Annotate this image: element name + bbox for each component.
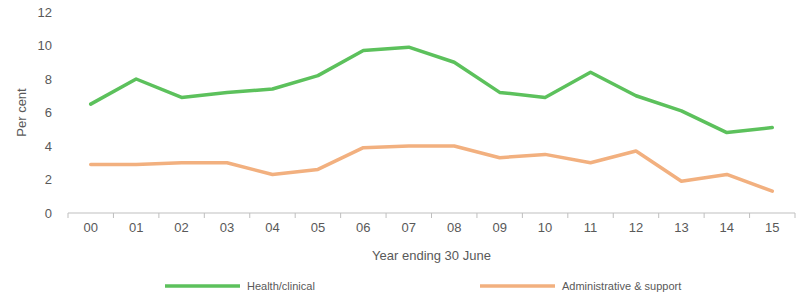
y-tick-label: 10 — [38, 38, 52, 53]
x-tick — [113, 213, 114, 218]
x-tick — [749, 213, 750, 218]
x-tick-label: 00 — [83, 220, 97, 235]
series-line — [91, 146, 773, 191]
x-tick-label: 15 — [765, 220, 779, 235]
x-tick — [68, 213, 69, 218]
x-tick — [476, 213, 477, 218]
plot-area — [91, 47, 773, 191]
x-tick-label: 12 — [629, 220, 643, 235]
chart: 0246810120001020304050607080910111213141… — [0, 0, 800, 296]
x-tick — [249, 213, 250, 218]
x-tick-label: 10 — [538, 220, 552, 235]
x-tick-label: 08 — [447, 220, 461, 235]
x-tick — [158, 213, 159, 218]
legend-swatch — [165, 284, 240, 288]
x-tick-label: 01 — [129, 220, 143, 235]
x-tick-label: 04 — [265, 220, 279, 235]
x-tick — [295, 213, 296, 218]
x-tick-label: 03 — [220, 220, 234, 235]
y-tick-label: 2 — [45, 172, 52, 187]
x-tick-label: 13 — [674, 220, 688, 235]
x-tick — [704, 213, 705, 218]
y-axis-title: Per cent — [14, 88, 29, 137]
series-line — [91, 47, 773, 132]
y-tick-label: 6 — [45, 105, 52, 120]
x-tick-label: 06 — [356, 220, 370, 235]
x-tick — [386, 213, 387, 218]
x-tick — [658, 213, 659, 218]
x-tick — [340, 213, 341, 218]
x-tick — [522, 213, 523, 218]
y-tick-label: 12 — [38, 5, 52, 20]
x-tick — [613, 213, 614, 218]
y-tick-label: 4 — [45, 139, 52, 154]
x-tick — [204, 213, 205, 218]
x-tick-label: 02 — [174, 220, 188, 235]
legend-label: Health/clinical — [247, 280, 315, 292]
legend-swatch — [480, 284, 555, 288]
x-tick-label: 05 — [311, 220, 325, 235]
y-tick-label: 8 — [45, 72, 52, 87]
x-tick — [567, 213, 568, 218]
x-tick-label: 14 — [720, 220, 734, 235]
x-tick-label: 07 — [402, 220, 416, 235]
legend-label: Administrative & support — [562, 280, 681, 292]
x-tick — [795, 213, 796, 218]
y-tick-label: 0 — [45, 206, 52, 221]
x-axis-title: Year ending 30 June — [372, 248, 491, 263]
x-tick-label: 11 — [584, 220, 598, 235]
x-tick — [431, 213, 432, 218]
x-tick-label: 09 — [492, 220, 506, 235]
